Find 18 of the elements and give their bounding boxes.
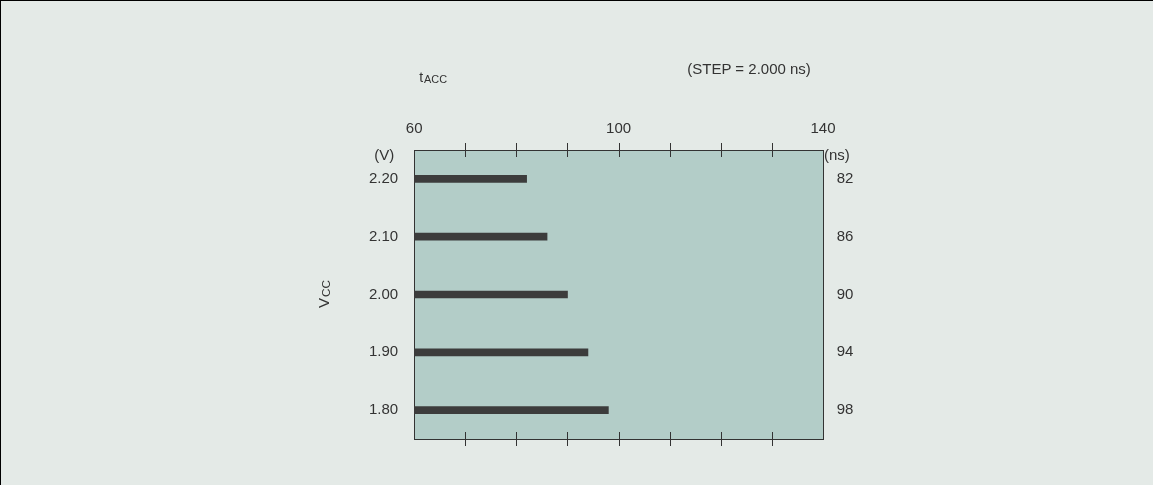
text: (STEP = 2.000 ns): [687, 60, 811, 77]
y-tick-label: 1.80: [368, 400, 399, 418]
data-label: 90: [836, 284, 854, 302]
y-tick-label: 2.10: [368, 226, 399, 244]
y-tick-label: 1.90: [368, 342, 399, 360]
data-label: 94: [836, 342, 854, 360]
y-tick-label: 2.20: [368, 169, 399, 187]
x-tick-label: 60: [405, 119, 423, 137]
data-label: 86: [836, 226, 854, 244]
chart-title: tACC: [419, 69, 448, 85]
y-tick-label: 2.00: [368, 284, 399, 302]
text: (V): [374, 146, 395, 163]
x-tick-label: 140: [810, 119, 836, 137]
x-tick-label: 100: [606, 119, 632, 137]
data-label: 98: [836, 400, 854, 418]
data-label: 82: [836, 169, 854, 187]
text: (ns): [824, 146, 850, 163]
y-axis-title: VCC: [315, 280, 333, 308]
